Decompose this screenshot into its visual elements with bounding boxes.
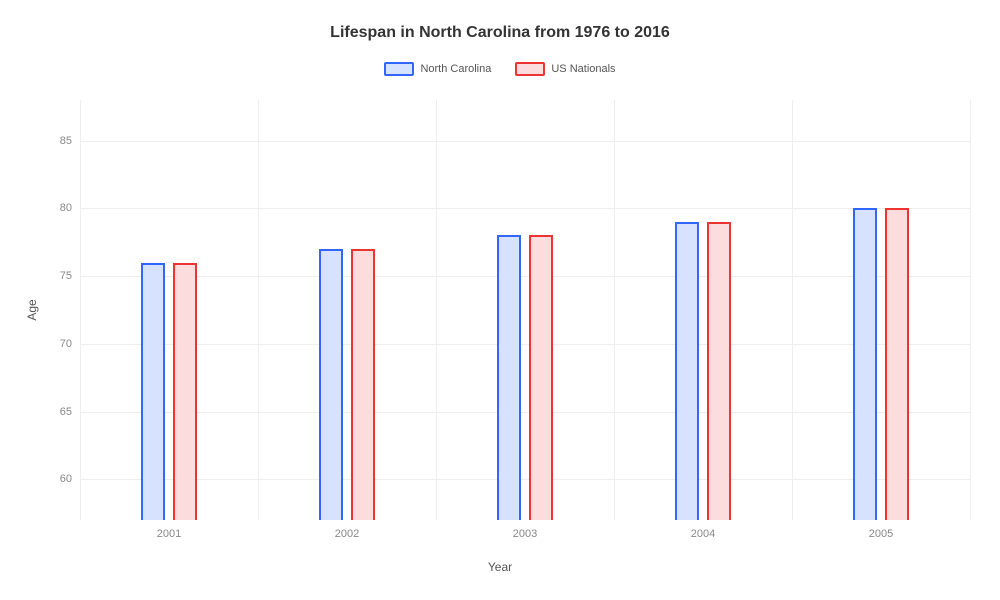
bar bbox=[351, 249, 375, 520]
lifespan-bar-chart: Lifespan in North Carolina from 1976 to … bbox=[0, 0, 1000, 600]
bar bbox=[885, 208, 909, 520]
gridline-h bbox=[80, 344, 970, 345]
y-axis-label: Age bbox=[25, 299, 39, 320]
bar bbox=[319, 249, 343, 520]
x-tick-label: 2001 bbox=[157, 520, 181, 540]
plot-area: 60657075808520012002200320042005 bbox=[80, 100, 970, 520]
legend-label: US Nationals bbox=[551, 63, 615, 75]
gridline-h bbox=[80, 479, 970, 480]
legend-label: North Carolina bbox=[420, 63, 491, 75]
bar bbox=[853, 208, 877, 520]
gridline-v bbox=[970, 100, 971, 520]
y-tick-label: 75 bbox=[60, 270, 80, 282]
legend-swatch bbox=[515, 62, 545, 76]
chart-title: Lifespan in North Carolina from 1976 to … bbox=[0, 24, 1000, 42]
gridline-h bbox=[80, 276, 970, 277]
x-tick-label: 2004 bbox=[691, 520, 715, 540]
legend-swatch bbox=[384, 62, 414, 76]
gridline-v bbox=[792, 100, 793, 520]
bar bbox=[497, 235, 521, 520]
gridline-v bbox=[258, 100, 259, 520]
x-tick-label: 2002 bbox=[335, 520, 359, 540]
gridline-h bbox=[80, 141, 970, 142]
legend-item: US Nationals bbox=[515, 62, 615, 76]
bar bbox=[141, 263, 165, 520]
gridline-h bbox=[80, 208, 970, 209]
x-axis-label: Year bbox=[488, 560, 512, 574]
gridline-h bbox=[80, 412, 970, 413]
gridline-v bbox=[80, 100, 81, 520]
bar bbox=[529, 235, 553, 520]
bar bbox=[675, 222, 699, 520]
legend-item: North Carolina bbox=[384, 62, 491, 76]
bar bbox=[707, 222, 731, 520]
y-tick-label: 85 bbox=[60, 135, 80, 147]
y-tick-label: 60 bbox=[60, 473, 80, 485]
y-tick-label: 65 bbox=[60, 406, 80, 418]
gridline-v bbox=[614, 100, 615, 520]
y-tick-label: 80 bbox=[60, 202, 80, 214]
legend: North Carolina US Nationals bbox=[0, 62, 1000, 76]
x-tick-label: 2003 bbox=[513, 520, 537, 540]
x-tick-label: 2005 bbox=[869, 520, 893, 540]
bar bbox=[173, 263, 197, 520]
y-tick-label: 70 bbox=[60, 338, 80, 350]
gridline-v bbox=[436, 100, 437, 520]
